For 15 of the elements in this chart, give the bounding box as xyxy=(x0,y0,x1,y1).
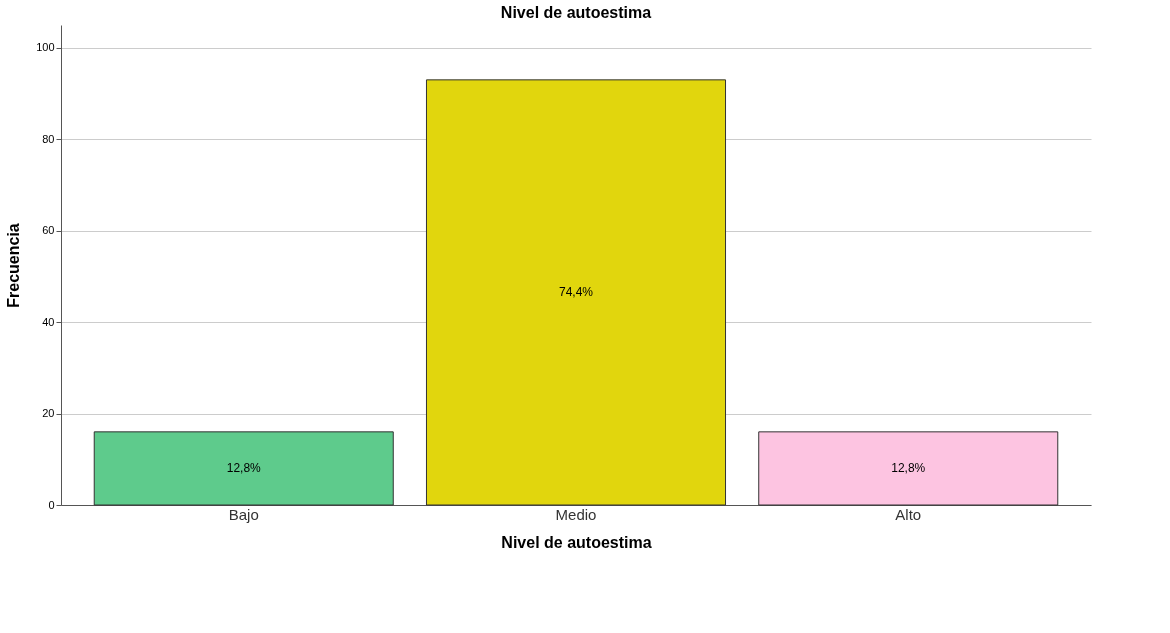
annotation: 12,8% xyxy=(226,461,262,476)
x-axis-title: Nivel de autoestima xyxy=(501,533,652,551)
y-tick-label: 0 xyxy=(48,498,55,511)
y-axis-title: Frecuencia xyxy=(5,223,23,308)
x-tick-label: Bajo xyxy=(228,505,259,523)
annotation: 74,4% xyxy=(558,285,594,300)
annotation: 12,8% xyxy=(891,461,926,476)
y-tick-label: 20 xyxy=(42,407,55,420)
y-tick-label: 100 xyxy=(36,41,55,54)
y-tick-label: 80 xyxy=(42,132,55,145)
x-tick-label: Medio xyxy=(555,505,597,523)
y-tick-label: 60 xyxy=(42,224,55,237)
chart-title: Nivel de autoestima xyxy=(500,4,652,21)
y-tick-label: 40 xyxy=(42,315,55,328)
x-tick-label: Alto xyxy=(895,505,922,523)
